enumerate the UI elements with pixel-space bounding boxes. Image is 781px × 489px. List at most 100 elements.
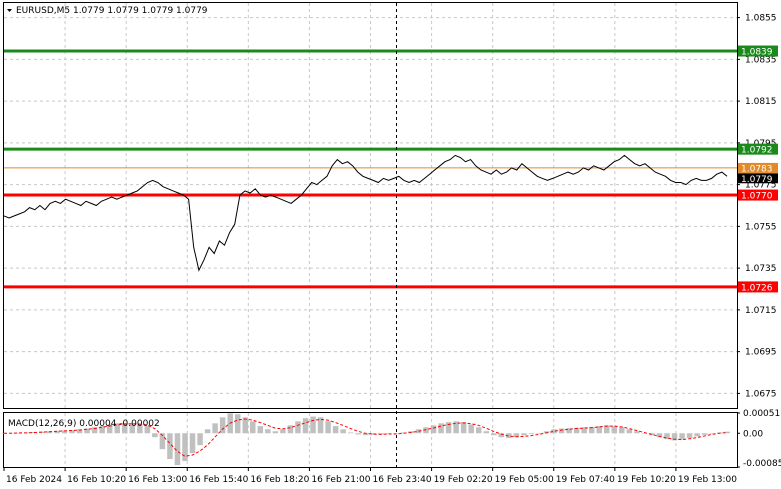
price-tick-label: 1.0855	[745, 14, 777, 24]
macd-bar	[491, 433, 497, 436]
macd-bar	[634, 431, 640, 434]
macd-bar	[438, 423, 444, 434]
macd-bar	[604, 425, 610, 434]
macd-bar	[76, 429, 83, 434]
price-axis: 1.08551.08351.08151.07951.07751.07551.07…	[737, 14, 777, 399]
bid-level-tag	[738, 162, 778, 173]
macd-bar	[611, 426, 618, 434]
macd-bar	[16, 433, 23, 434]
price-tick-label: 1.0835	[745, 55, 777, 65]
time-axis: 16 Feb 2024 16 Feb 10:20 16 Feb 13:00 16 Fe…	[3, 467, 737, 485]
macd-bar	[197, 433, 203, 446]
time-tick-label: 19 Feb 05:00	[495, 475, 554, 485]
macd-bar	[46, 431, 53, 434]
macd-bar	[287, 425, 294, 434]
macd-bar	[189, 433, 196, 454]
macd-bar	[506, 433, 512, 439]
macd-bar	[204, 429, 211, 434]
macd-bar	[310, 416, 316, 434]
time-tick-label: 16 Feb 2024	[6, 475, 62, 485]
macd-bar	[679, 433, 685, 440]
time-tick-label: 16 Feb 13:00	[128, 475, 187, 485]
macd-bar	[174, 433, 181, 466]
macd-bar	[671, 433, 678, 441]
level-tag-label: 1.0770	[741, 192, 773, 202]
macd-bar	[543, 431, 550, 434]
time-tick-label: 19 Feb 07:40	[556, 475, 615, 485]
macd-bar	[521, 433, 527, 436]
macd-bar	[99, 426, 105, 434]
macd-bar	[250, 421, 256, 434]
macd-bar	[619, 427, 625, 434]
bid-level-label: 1.0783	[741, 164, 773, 174]
macd-bar	[701, 433, 708, 435]
macd-signal-line	[4, 418, 728, 457]
macd-bar	[370, 433, 377, 435]
macd-bar	[61, 430, 68, 434]
macd-bar	[566, 428, 572, 434]
macd-bar	[137, 424, 143, 434]
macd-bar	[483, 431, 489, 434]
price-tick-label: 1.0675	[745, 389, 777, 399]
level-tag-label: 1.0839	[741, 48, 773, 58]
macd-bar	[498, 433, 505, 438]
macd-bar	[332, 426, 339, 434]
macd-bar	[709, 433, 715, 434]
macd-bar	[280, 429, 286, 434]
macd-bar	[272, 431, 279, 434]
macd-tick-label: -0.00085	[743, 459, 781, 469]
level-tag	[738, 189, 778, 201]
macd-bar	[475, 427, 482, 434]
macd-bar	[114, 423, 120, 434]
macd-bar	[265, 429, 271, 434]
price-tick-label: 1.0715	[745, 306, 777, 316]
time-tick-label: 16 Feb 18:20	[250, 475, 309, 485]
macd-bar	[453, 421, 459, 434]
level-tag	[738, 281, 778, 293]
macd-bar	[596, 426, 602, 434]
macd-bar	[423, 427, 429, 434]
macd-histogram	[1, 413, 730, 466]
macd-bar	[528, 433, 535, 435]
time-tick-label: 19 Feb 13:00	[678, 475, 737, 485]
macd-bar	[363, 433, 369, 436]
macd-bar	[656, 433, 663, 438]
macd-axis: 0.00051 0.00 -0.00085	[737, 409, 781, 469]
macd-bar	[340, 429, 346, 434]
price-tick-label: 1.0815	[745, 97, 777, 107]
symbol-dropdown-icon[interactable]	[7, 9, 12, 12]
macd-tick-label: 0.00051	[743, 409, 780, 419]
macd-bar	[106, 424, 113, 434]
macd-bar	[551, 429, 557, 434]
symbol-header: EURUSD,M5 1.0779 1.0779 1.0779 1.0779	[16, 6, 208, 16]
price-tick-label: 1.0695	[745, 348, 777, 358]
price-tick-label: 1.0775	[745, 181, 777, 191]
price-line	[3, 154, 728, 272]
macd-bar	[234, 414, 241, 434]
macd-bar	[167, 433, 173, 460]
macd-bar	[69, 430, 75, 434]
macd-bar	[144, 426, 151, 434]
macd-bar	[302, 418, 309, 434]
macd-bar	[152, 433, 158, 438]
macd-bar	[694, 433, 700, 437]
macd-bar	[182, 433, 188, 462]
level-tag-label: 1.0726	[741, 283, 773, 293]
macd-bar	[400, 432, 407, 434]
time-tick-label: 16 Feb 15:40	[189, 475, 248, 485]
macd-bar	[664, 433, 670, 440]
macd-bar	[325, 421, 331, 434]
macd-bar	[460, 422, 467, 434]
macd-bar	[219, 417, 226, 434]
macd-bar	[415, 429, 422, 434]
macd-bar	[347, 432, 354, 434]
macd-bar	[295, 421, 301, 434]
macd-bar	[588, 426, 595, 434]
price-tick-label: 1.0755	[745, 222, 777, 232]
time-tick-label: 16 Feb 23:40	[373, 475, 432, 485]
macd-bar	[626, 429, 633, 434]
macd-bar	[445, 422, 452, 434]
macd-bar	[122, 422, 128, 434]
